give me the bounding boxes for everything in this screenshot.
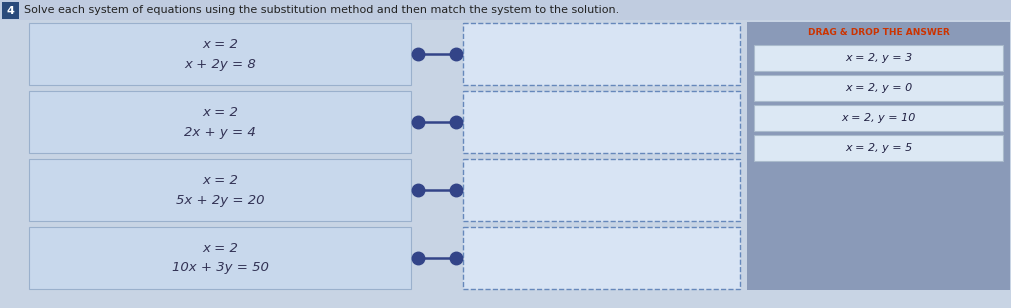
Bar — [0, 0, 1011, 20]
Text: x = 2, y = 5: x = 2, y = 5 — [844, 143, 911, 153]
Text: x + 2y = 8: x + 2y = 8 — [184, 58, 256, 71]
Text: x = 2: x = 2 — [202, 241, 238, 254]
FancyBboxPatch shape — [463, 91, 739, 153]
Bar — [746, 22, 1009, 290]
Text: 4: 4 — [6, 6, 14, 16]
Text: x = 2: x = 2 — [202, 38, 238, 51]
Text: x = 2: x = 2 — [202, 106, 238, 119]
FancyBboxPatch shape — [753, 105, 1002, 131]
Text: x = 2, y = 10: x = 2, y = 10 — [840, 113, 915, 123]
Text: 10x + 3y = 50: 10x + 3y = 50 — [172, 261, 268, 274]
FancyBboxPatch shape — [29, 91, 410, 153]
Text: x = 2: x = 2 — [202, 173, 238, 187]
FancyBboxPatch shape — [463, 23, 739, 85]
Text: 5x + 2y = 20: 5x + 2y = 20 — [176, 193, 264, 206]
FancyBboxPatch shape — [753, 45, 1002, 71]
FancyBboxPatch shape — [29, 159, 410, 221]
FancyBboxPatch shape — [463, 227, 739, 289]
Text: x = 2, y = 3: x = 2, y = 3 — [844, 53, 911, 63]
FancyBboxPatch shape — [29, 227, 410, 289]
Text: Solve each system of equations using the substitution method and then match the : Solve each system of equations using the… — [24, 5, 619, 15]
FancyBboxPatch shape — [753, 135, 1002, 161]
Text: 2x + y = 4: 2x + y = 4 — [184, 125, 256, 139]
Text: DRAG & DROP THE ANSWER: DRAG & DROP THE ANSWER — [807, 27, 948, 37]
FancyBboxPatch shape — [753, 75, 1002, 101]
Bar — [2, 2, 19, 19]
FancyBboxPatch shape — [463, 159, 739, 221]
FancyBboxPatch shape — [29, 23, 410, 85]
Text: x = 2, y = 0: x = 2, y = 0 — [844, 83, 911, 93]
